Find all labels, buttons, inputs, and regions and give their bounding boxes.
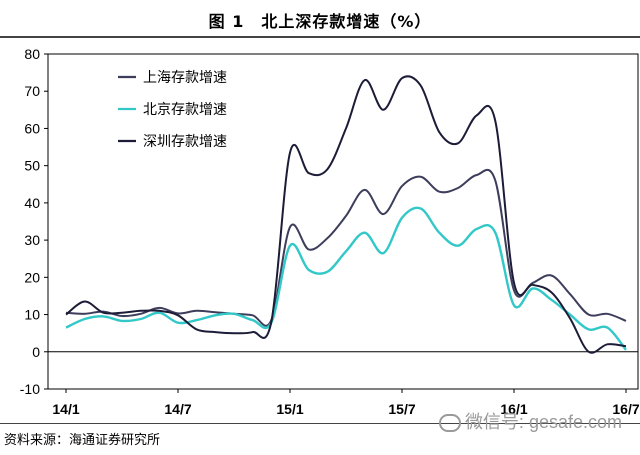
y-tick-label: 60 (24, 120, 40, 136)
series-line-3 (65, 75, 627, 354)
x-tick-label: 15/1 (276, 401, 303, 417)
line-chart: 80 70 60 50 40 30 20 10 0 -10 14/1 14/7 15/1 15/7 16/1… (20, 46, 640, 417)
x-tick-label: 16/7 (612, 401, 639, 417)
plot-frame (47, 53, 639, 390)
y-tick-label: 70 (24, 83, 40, 99)
y-tick-label: -10 (20, 381, 40, 397)
y-tick-label: 50 (24, 158, 40, 174)
x-tick-label: 15/7 (388, 401, 415, 417)
watermark-text: 微信号: gesafe.com (464, 412, 622, 432)
wechat-icon (438, 414, 461, 433)
y-tick-label: 20 (24, 269, 40, 285)
page-title: 图 1 北上深存款增速（%） (208, 12, 432, 31)
title-bar: 图 1 北上深存款增速（%） (0, 0, 640, 38)
y-tick-label: 40 (24, 195, 40, 211)
source-note: 资料来源：海通证券研究所 (4, 433, 161, 448)
watermark: 微信号: gesafe.com (438, 408, 622, 434)
x-tick-label: 14/1 (52, 401, 79, 417)
y-tick-label: 30 (24, 232, 40, 248)
x-tick-label: 14/7 (164, 401, 191, 417)
legend-label-3: 深圳存款增速 (143, 134, 227, 150)
source-divider (0, 423, 640, 424)
y-tick-label: 0 (32, 344, 40, 360)
y-tick-label: 10 (24, 307, 40, 323)
series-line-1 (65, 169, 627, 327)
y-tick-label: 80 (24, 46, 40, 62)
x-tick-label: 16/1 (500, 401, 527, 417)
legend-label-1: 上海存款增速 (143, 70, 227, 86)
series-line-2 (65, 206, 627, 351)
legend-label-2: 北京存款增速 (143, 102, 227, 118)
